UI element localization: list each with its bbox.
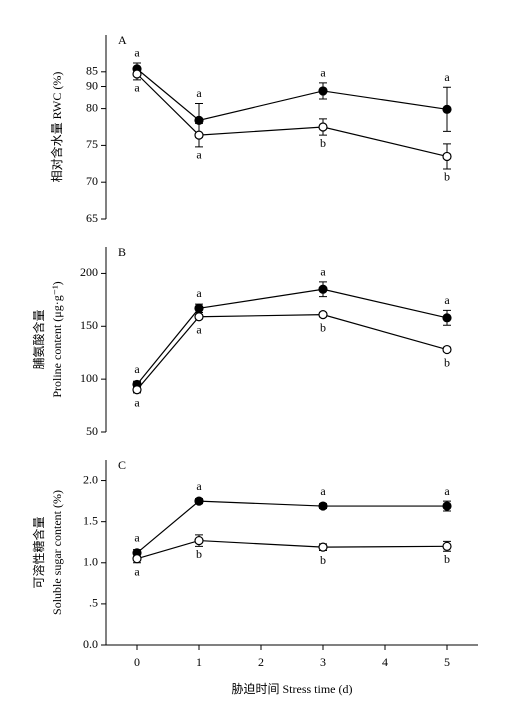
data-point bbox=[318, 542, 328, 552]
y-tick-label: 100 bbox=[80, 371, 98, 385]
data-point bbox=[442, 313, 452, 323]
data-point bbox=[442, 344, 452, 355]
significance-letter: b bbox=[320, 553, 326, 567]
x-tick-label: 4 bbox=[382, 655, 388, 669]
significance-letter: a bbox=[444, 293, 450, 307]
series-line bbox=[136, 314, 448, 391]
series-line bbox=[136, 68, 448, 122]
y-tick-label: 1.5 bbox=[83, 513, 98, 527]
y-tick-label: 150 bbox=[80, 318, 98, 332]
data-point bbox=[132, 385, 142, 395]
data-point bbox=[442, 501, 452, 511]
significance-letter: a bbox=[134, 81, 140, 95]
data-point bbox=[194, 130, 204, 140]
data-point bbox=[442, 541, 452, 551]
significance-letter: b bbox=[320, 320, 326, 334]
y-tick-label: 0.0 bbox=[83, 637, 98, 651]
data-point bbox=[318, 310, 328, 320]
significance-letter: a bbox=[444, 484, 450, 498]
y-tick-label: 85 bbox=[86, 64, 98, 78]
panel-label: C bbox=[118, 458, 126, 472]
series-line bbox=[136, 73, 448, 158]
panel-label: B bbox=[118, 245, 126, 259]
y-tick-label: 70 bbox=[86, 174, 98, 188]
significance-letter: b bbox=[444, 355, 450, 369]
significance-letter: a bbox=[320, 484, 326, 498]
series-line bbox=[136, 539, 448, 560]
y-tick-label: 1.0 bbox=[83, 555, 98, 569]
x-axis-label: 胁迫时间 Stress time (d) bbox=[232, 681, 353, 696]
data-point bbox=[318, 122, 328, 132]
data-point bbox=[318, 501, 328, 511]
y-tick-label: 2.0 bbox=[83, 472, 98, 486]
significance-letter: a bbox=[196, 479, 202, 493]
data-point bbox=[194, 496, 204, 506]
significance-letter: b bbox=[196, 547, 202, 561]
significance-letter: a bbox=[196, 86, 202, 100]
significance-letter: a bbox=[134, 362, 140, 376]
significance-letter: a bbox=[320, 265, 326, 279]
y-axis-label: 脯氨酸含量 bbox=[31, 309, 46, 369]
significance-letter: a bbox=[196, 286, 202, 300]
significance-letter: a bbox=[134, 395, 140, 409]
y-tick-label: 200 bbox=[80, 265, 98, 279]
data-point bbox=[318, 86, 328, 96]
significance-letter: a bbox=[134, 46, 140, 60]
significance-letter: a bbox=[134, 564, 140, 578]
significance-letter: a bbox=[196, 148, 202, 162]
significance-letter: b bbox=[444, 170, 450, 184]
data-point bbox=[442, 104, 452, 114]
data-point bbox=[442, 151, 452, 162]
significance-letter: b bbox=[444, 552, 450, 566]
significance-letter: b bbox=[320, 136, 326, 150]
y-tick-label: 65 bbox=[86, 211, 98, 225]
y-axis-label: 可溶性糖含量 bbox=[31, 516, 46, 588]
y-tick-label: 90 bbox=[86, 78, 98, 92]
y-tick-label: 80 bbox=[86, 100, 98, 114]
y-tick-label: 50 bbox=[86, 424, 98, 438]
data-point bbox=[132, 554, 142, 564]
significance-letter: a bbox=[134, 531, 140, 545]
panel-label: A bbox=[118, 33, 127, 47]
significance-letter: a bbox=[320, 66, 326, 80]
y-tick-label: .5 bbox=[89, 596, 98, 610]
significance-letter: a bbox=[444, 70, 450, 84]
y-axis-label: 相对含水量 RWC (%) bbox=[49, 72, 64, 183]
y-axis-label: Soluble sugar content (%) bbox=[50, 490, 64, 615]
x-tick-label: 3 bbox=[320, 655, 326, 669]
data-point bbox=[132, 69, 142, 79]
y-axis-label: Proline content (μg·g⁻¹) bbox=[50, 281, 64, 397]
y-tick-label: 75 bbox=[86, 137, 98, 151]
x-tick-label: 1 bbox=[196, 655, 202, 669]
significance-letter: a bbox=[196, 323, 202, 337]
data-point bbox=[318, 284, 328, 294]
series-line bbox=[136, 288, 448, 385]
data-point bbox=[194, 312, 204, 322]
data-point bbox=[194, 535, 204, 546]
x-tick-label: 5 bbox=[444, 655, 450, 669]
x-tick-label: 0 bbox=[134, 655, 140, 669]
x-tick-label: 2 bbox=[258, 655, 264, 669]
series-line bbox=[136, 500, 447, 554]
data-point bbox=[194, 303, 204, 313]
